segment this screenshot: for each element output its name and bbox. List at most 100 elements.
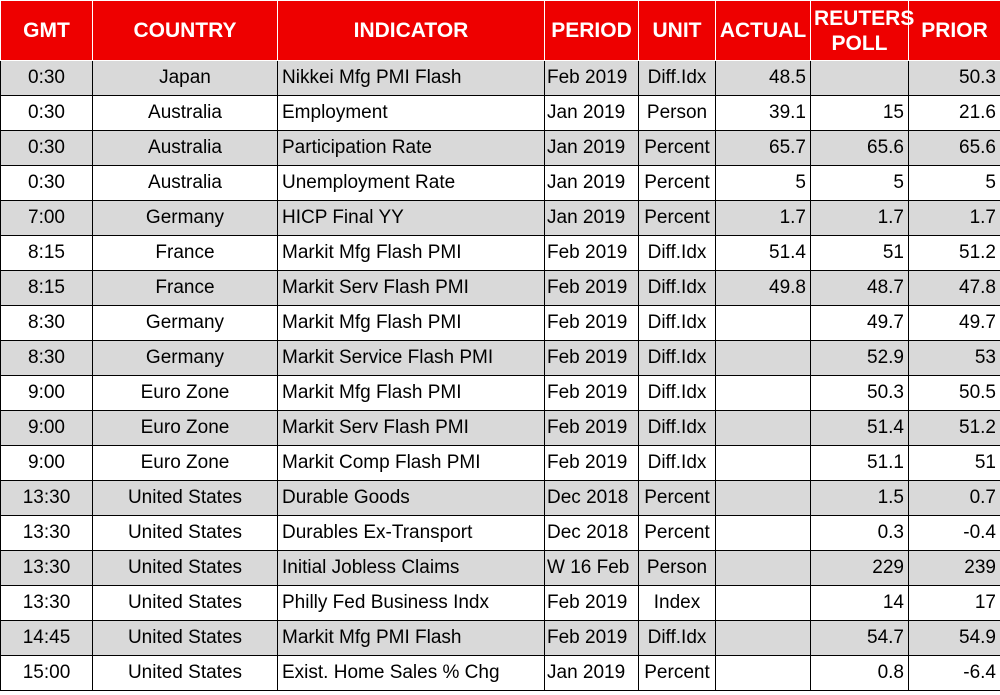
- cell-country: France: [92, 270, 278, 306]
- cell-reuters-poll: 14: [810, 585, 909, 621]
- cell-period: Feb 2019: [544, 585, 639, 621]
- cell-gmt: 8:15: [0, 235, 93, 271]
- cell-unit: Percent: [638, 200, 716, 236]
- cell-indicator: Markit Comp Flash PMI: [277, 445, 545, 481]
- cell-reuters-poll: 49.7: [810, 305, 909, 341]
- cell-gmt: 0:30: [0, 165, 93, 201]
- cell-actual: 1.7: [715, 200, 811, 236]
- cell-prior: 51.2: [908, 410, 1000, 446]
- table-row: 9:00 Euro Zone Markit Mfg Flash PMI Feb 201…: [0, 375, 1000, 411]
- cell-indicator: Exist. Home Sales % Chg: [277, 655, 545, 691]
- cell-indicator: HICP Final YY: [277, 200, 545, 236]
- cell-period: Dec 2018: [544, 480, 639, 516]
- table-row: 0:30 Australia Unemployment Rate Jan 2019 Pe…: [0, 165, 1000, 201]
- header-unit: UNIT: [638, 0, 716, 61]
- cell-country: United States: [92, 515, 278, 551]
- cell-gmt: 9:00: [0, 445, 93, 481]
- cell-reuters-poll: 0.3: [810, 515, 909, 551]
- table-row: 15:00 United States Exist. Home Sales % Ch…: [0, 655, 1000, 691]
- cell-unit: Diff.Idx: [638, 410, 716, 446]
- cell-indicator: Durables Ex-Transport: [277, 515, 545, 551]
- cell-actual: [715, 480, 811, 516]
- table-header: GMT COUNTRY INDICATOR PERIOD UNIT ACTUAL…: [0, 0, 1000, 61]
- cell-period: Jan 2019: [544, 95, 639, 131]
- table-row: 13:30 United States Initial Jobless Claims…: [0, 550, 1000, 586]
- table-row: 0:30 Japan Nikkei Mfg PMI Flash Feb 2019 Dif…: [0, 60, 1000, 96]
- table-row: 0:30 Australia Employment Jan 2019 Person 39.…: [0, 95, 1000, 131]
- table-row: 13:30 United States Durable Goods Dec 2018 P…: [0, 480, 1000, 516]
- cell-period: Feb 2019: [544, 340, 639, 376]
- table-row: 14:45 United States Markit Mfg PMI Flash Fe…: [0, 620, 1000, 656]
- cell-actual: [715, 445, 811, 481]
- cell-actual: 51.4: [715, 235, 811, 271]
- cell-country: Japan: [92, 60, 278, 96]
- cell-indicator: Markit Mfg Flash PMI: [277, 305, 545, 341]
- cell-period: Feb 2019: [544, 445, 639, 481]
- table-row: 0:30 Australia Participation Rate Jan 2019 P…: [0, 130, 1000, 166]
- cell-unit: Percent: [638, 165, 716, 201]
- cell-prior: 5: [908, 165, 1000, 201]
- cell-country: Australia: [92, 95, 278, 131]
- cell-period: Feb 2019: [544, 60, 639, 96]
- cell-reuters-poll: 51.4: [810, 410, 909, 446]
- table-row: 8:30 Germany Markit Mfg Flash PMI Feb 2019 D…: [0, 305, 1000, 341]
- header-indicator: INDICATOR: [277, 0, 545, 61]
- cell-prior: 17: [908, 585, 1000, 621]
- cell-gmt: 9:00: [0, 410, 93, 446]
- cell-period: Jan 2019: [544, 655, 639, 691]
- table-row: 8:30 Germany Markit Service Flash PMI Feb 2…: [0, 340, 1000, 376]
- cell-reuters-poll: 65.6: [810, 130, 909, 166]
- cell-unit: Diff.Idx: [638, 305, 716, 341]
- cell-gmt: 0:30: [0, 95, 93, 131]
- cell-unit: Diff.Idx: [638, 340, 716, 376]
- cell-actual: [715, 410, 811, 446]
- table-row: 13:30 United States Durables Ex-Transport D…: [0, 515, 1000, 551]
- cell-prior: 21.6: [908, 95, 1000, 131]
- cell-country: United States: [92, 585, 278, 621]
- cell-period: Dec 2018: [544, 515, 639, 551]
- cell-actual: [715, 585, 811, 621]
- cell-prior: 65.6: [908, 130, 1000, 166]
- header-reuters-poll: REUTERS POLL: [810, 0, 914, 61]
- cell-country: France: [92, 235, 278, 271]
- cell-period: W 16 Feb: [544, 550, 639, 586]
- cell-indicator: Nikkei Mfg PMI Flash: [277, 60, 545, 96]
- cell-actual: [715, 620, 811, 656]
- cell-period: Jan 2019: [544, 200, 639, 236]
- cell-unit: Percent: [638, 130, 716, 166]
- header-gmt: GMT: [0, 0, 93, 61]
- cell-prior: 239: [908, 550, 1000, 586]
- cell-actual: 39.1: [715, 95, 811, 131]
- cell-country: United States: [92, 550, 278, 586]
- cell-period: Jan 2019: [544, 130, 639, 166]
- cell-indicator: Markit Mfg PMI Flash: [277, 620, 545, 656]
- cell-indicator: Initial Jobless Claims: [277, 550, 545, 586]
- table-row: 7:00 Germany HICP Final YY Jan 2019 Percent 1…: [0, 200, 1000, 236]
- cell-actual: 48.5: [715, 60, 811, 96]
- cell-period: Feb 2019: [544, 270, 639, 306]
- cell-unit: Diff.Idx: [638, 375, 716, 411]
- cell-reuters-poll: 51.1: [810, 445, 909, 481]
- table-row: 8:15 France Markit Serv Flash PMI Feb 2019 D…: [0, 270, 1000, 306]
- cell-period: Feb 2019: [544, 375, 639, 411]
- cell-reuters-poll: 51: [810, 235, 909, 271]
- cell-actual: [715, 340, 811, 376]
- cell-country: United States: [92, 655, 278, 691]
- cell-country: United States: [92, 480, 278, 516]
- header-poll-line2: POLL: [831, 31, 888, 55]
- table-row: 9:00 Euro Zone Markit Comp Flash PMI Feb 20…: [0, 445, 1000, 481]
- cell-actual: [715, 550, 811, 586]
- cell-indicator: Durable Goods: [277, 480, 545, 516]
- cell-period: Jan 2019: [544, 165, 639, 201]
- cell-country: Australia: [92, 130, 278, 166]
- cell-prior: 50.5: [908, 375, 1000, 411]
- cell-unit: Percent: [638, 515, 716, 551]
- cell-gmt: 8:30: [0, 340, 93, 376]
- cell-country: Germany: [92, 200, 278, 236]
- cell-prior: 49.7: [908, 305, 1000, 341]
- cell-gmt: 9:00: [0, 375, 93, 411]
- cell-country: Australia: [92, 165, 278, 201]
- table-row: 8:15 France Markit Mfg Flash PMI Feb 2019 Di…: [0, 235, 1000, 271]
- cell-indicator: Markit Mfg Flash PMI: [277, 235, 545, 271]
- cell-country: Germany: [92, 340, 278, 376]
